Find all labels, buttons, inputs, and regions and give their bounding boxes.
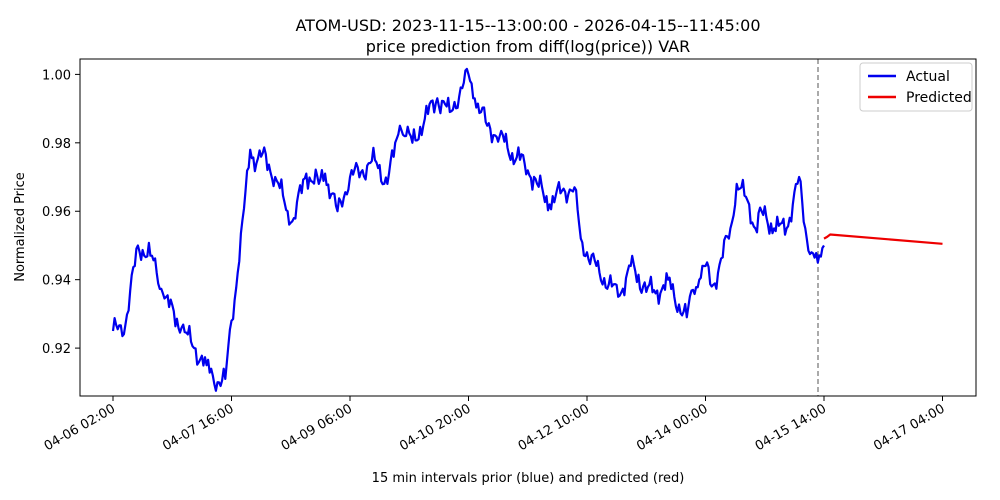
y-tick-label: 0.98 [42, 137, 71, 152]
chart-title-line2: price prediction from diff(log(price)) V… [366, 37, 690, 56]
y-axis-label: Normalized Price [13, 172, 28, 282]
x-tick-label: 04-14 00:00 [634, 401, 710, 454]
y-tick-label: 1.00 [42, 68, 71, 83]
legend-actual-label: Actual [906, 69, 950, 85]
predicted-price-line [823, 233, 943, 245]
x-tick-label: 04-09 06:00 [279, 401, 355, 454]
y-tick-label: 0.92 [42, 342, 71, 357]
x-axis-label: 15 min intervals prior (blue) and predic… [372, 471, 685, 486]
plot-frame [79, 58, 977, 397]
legend: Actual Predicted [859, 62, 973, 112]
x-tick-label: 04-17 04:00 [871, 401, 947, 454]
actual-price-line [111, 67, 825, 392]
x-tick-label: 04-15 14:00 [753, 401, 829, 454]
chart-title-line1: ATOM-USD: 2023-11-15--13:00:00 - 2026-04… [295, 16, 760, 35]
x-tick-label: 04-12 10:00 [516, 401, 592, 454]
x-tick-label: 04-10 20:00 [397, 401, 473, 454]
legend-predicted-label: Predicted [906, 90, 972, 106]
x-tick-label: 04-06 02:00 [42, 401, 118, 454]
plot-area [111, 59, 943, 396]
y-tick-label: 0.96 [42, 205, 71, 220]
x-tick-label: 04-07 16:00 [160, 401, 236, 454]
y-tick-label: 0.94 [42, 274, 71, 289]
